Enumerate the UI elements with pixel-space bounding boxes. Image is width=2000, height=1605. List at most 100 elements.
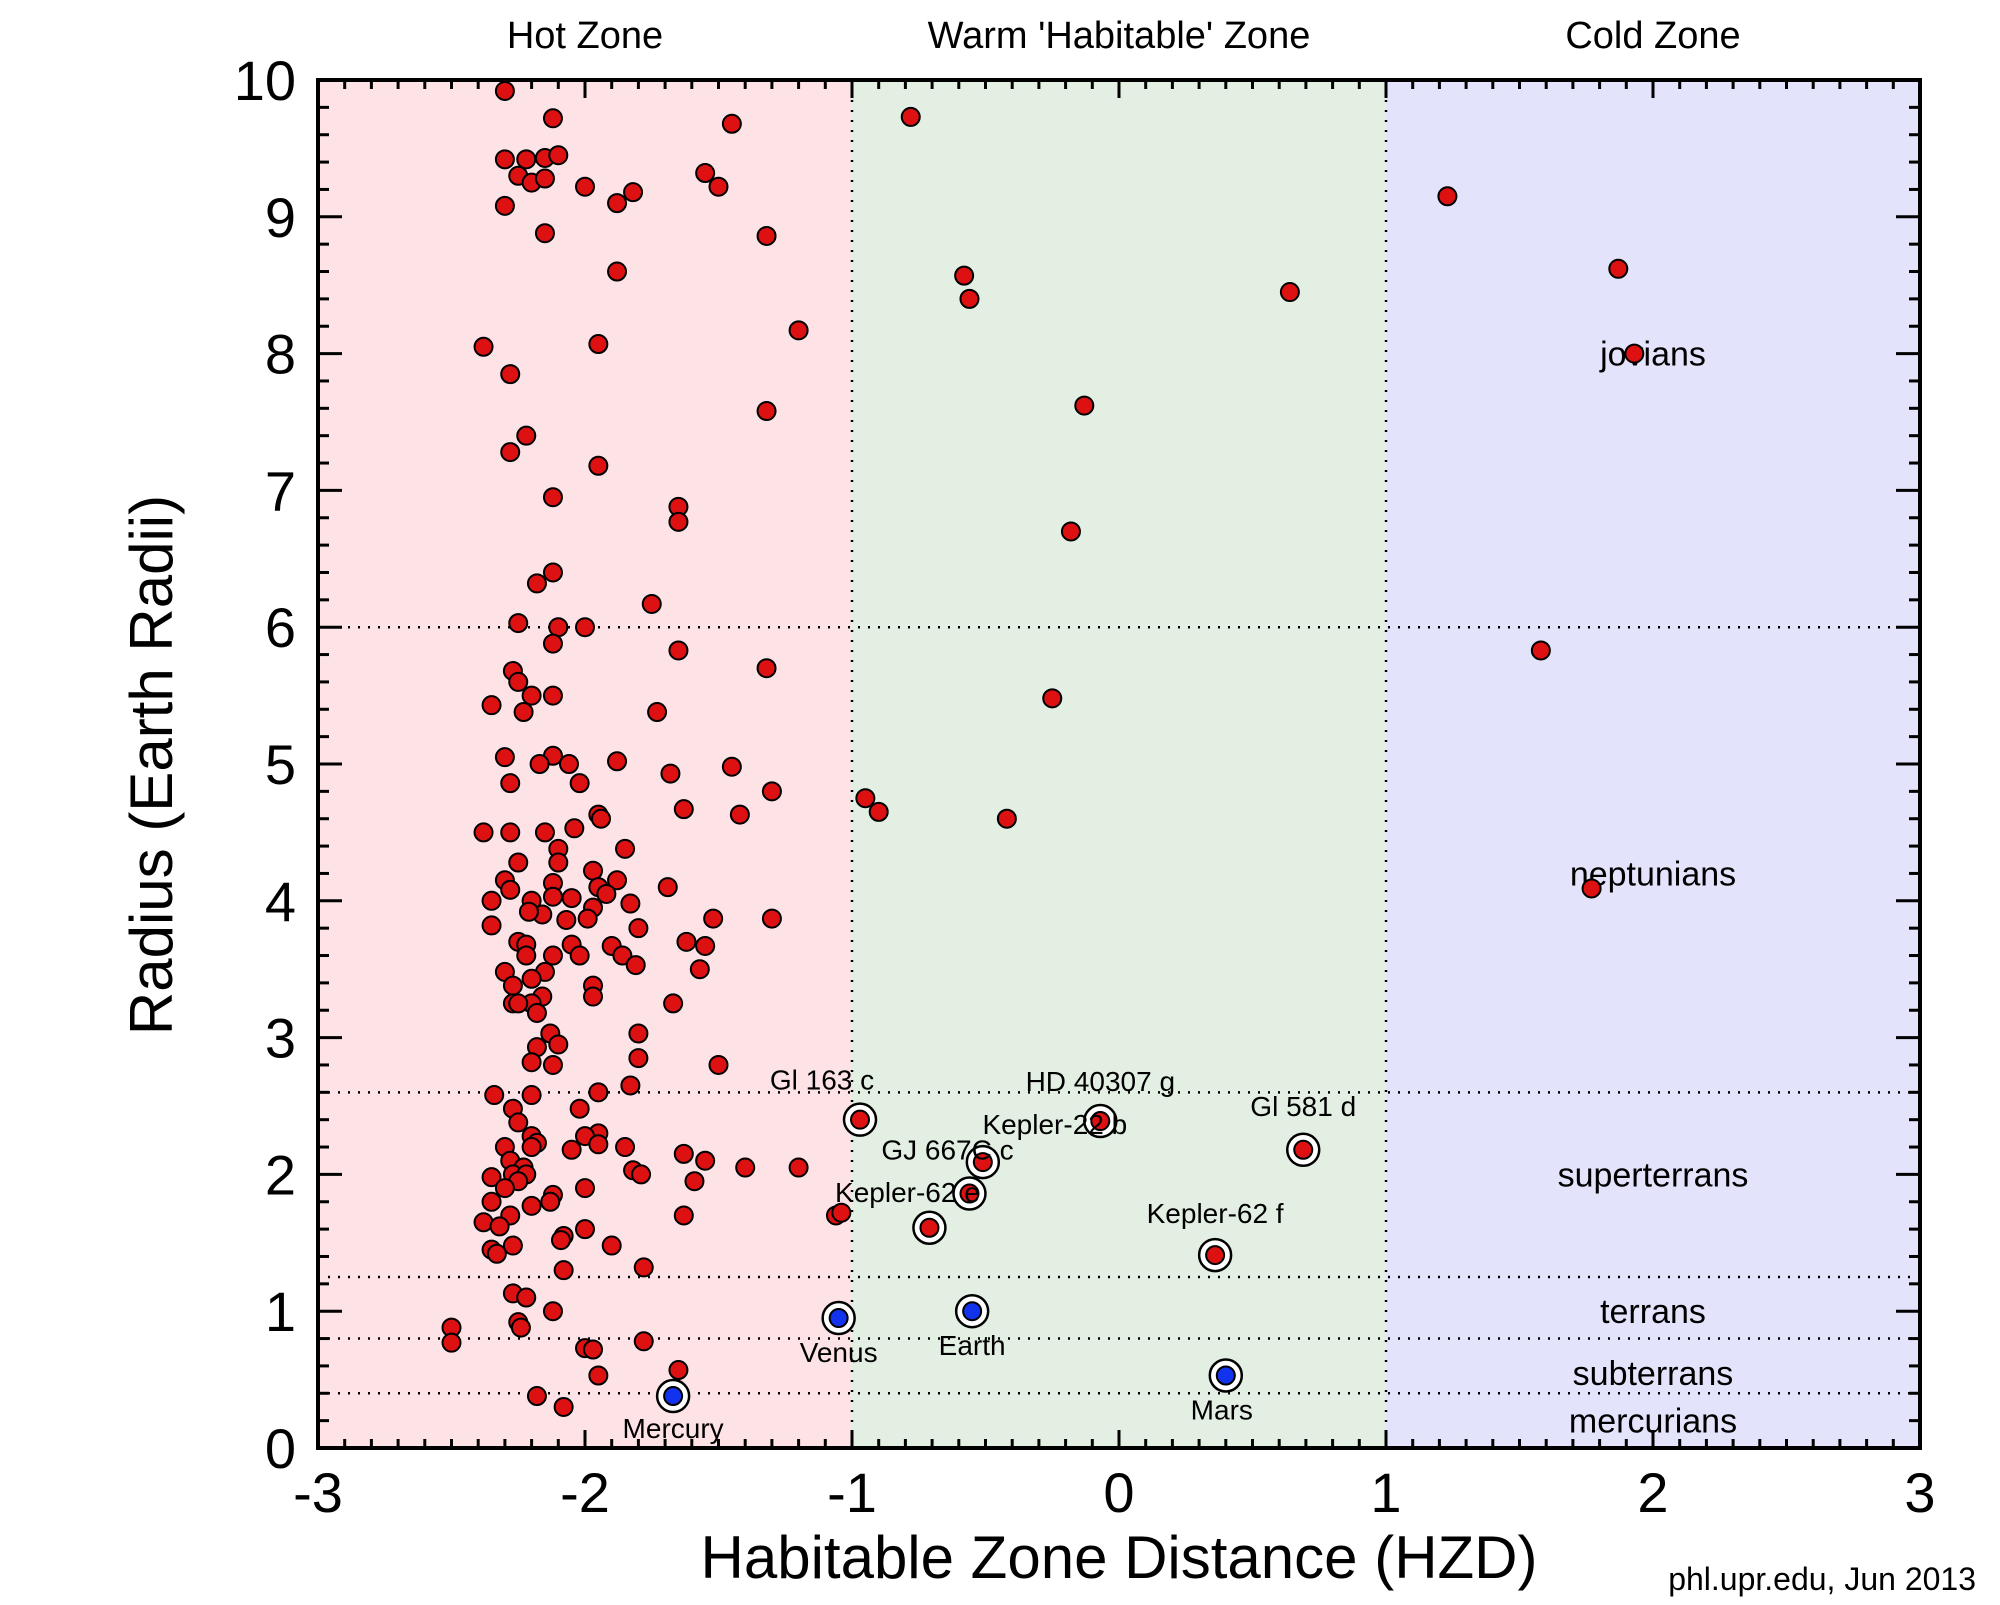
exoplanet-point bbox=[484, 1085, 505, 1106]
exoplanet-point bbox=[695, 163, 716, 184]
exoplanet-point bbox=[489, 1216, 510, 1237]
exoplanet-point bbox=[689, 959, 710, 980]
exoplanet-point bbox=[502, 1235, 523, 1256]
exoplanet-point bbox=[588, 455, 609, 476]
planet-annotation-label: Gl 581 d bbox=[1250, 1091, 1356, 1122]
exoplanet-point bbox=[577, 908, 598, 929]
exoplanet-point bbox=[668, 640, 689, 661]
solar-system-point bbox=[828, 1308, 849, 1329]
y-tick-label: 10 bbox=[234, 49, 296, 112]
y-tick-label: 1 bbox=[265, 1280, 296, 1343]
exoplanet-point bbox=[481, 915, 502, 936]
exoplanet-point bbox=[500, 442, 521, 463]
exoplanet-point bbox=[500, 773, 521, 794]
exoplanet-point bbox=[561, 1139, 582, 1160]
y-tick-label: 5 bbox=[265, 733, 296, 796]
exoplanet-point bbox=[588, 1134, 609, 1155]
zone-backgrounds bbox=[318, 80, 1920, 1448]
class-boundary-lines bbox=[318, 80, 1920, 1448]
exoplanet-point bbox=[788, 320, 809, 341]
exoplanet-point bbox=[542, 685, 563, 706]
zone-labels: Hot Zone Warm 'Habitable' Zone Cold Zone bbox=[507, 15, 1741, 57]
exoplanet-point bbox=[521, 1195, 542, 1216]
solar-system-point bbox=[663, 1386, 684, 1407]
exoplanet-point bbox=[996, 808, 1017, 829]
exoplanet-point bbox=[601, 1235, 622, 1256]
exoplanet-point bbox=[548, 852, 569, 873]
exoplanet-point bbox=[1060, 521, 1081, 542]
exoplanet-point bbox=[660, 763, 681, 784]
zone-background bbox=[1386, 80, 1920, 1448]
exoplanet-point bbox=[534, 822, 555, 843]
exoplanet-point bbox=[588, 1365, 609, 1386]
exoplanet-point bbox=[919, 1217, 940, 1238]
exoplanet-point bbox=[583, 1339, 604, 1360]
exoplanet-point bbox=[735, 1157, 756, 1178]
exoplanet-point bbox=[612, 945, 633, 966]
exoplanet-point bbox=[588, 1082, 609, 1103]
exoplanet-point bbox=[526, 1386, 547, 1407]
exoplanet-point bbox=[526, 573, 547, 594]
x-tick-label: -1 bbox=[827, 1461, 877, 1524]
exoplanet-point bbox=[542, 945, 563, 966]
exoplanet-point bbox=[481, 890, 502, 911]
planet-annotation-label: Mars bbox=[1191, 1394, 1253, 1425]
exoplanet-point bbox=[564, 818, 585, 839]
y-tick-label: 7 bbox=[265, 459, 296, 522]
data-points bbox=[441, 80, 1645, 1417]
exoplanet-point bbox=[588, 334, 609, 355]
exoplanet-point bbox=[620, 893, 641, 914]
exoplanet-point bbox=[548, 145, 569, 166]
exoplanet-point bbox=[542, 886, 563, 907]
exoplanet-point bbox=[558, 754, 579, 774]
exoplanet-point bbox=[575, 1219, 595, 1240]
exoplanet-point bbox=[561, 888, 582, 909]
exoplanet-point bbox=[494, 1178, 515, 1199]
exoplanet-point bbox=[502, 975, 523, 996]
y-tick-label: 0 bbox=[265, 1417, 296, 1480]
exoplanet-point bbox=[494, 149, 515, 170]
exoplanet-point bbox=[831, 1202, 852, 1223]
size-class-label: subterrans bbox=[1573, 1355, 1734, 1393]
exoplanet-point bbox=[569, 945, 590, 966]
y-tick-label: 9 bbox=[265, 186, 296, 249]
exoplanet-point bbox=[761, 908, 782, 929]
exoplanet-point bbox=[529, 754, 550, 774]
exoplanet-point bbox=[868, 801, 889, 822]
exoplanet-point bbox=[625, 955, 646, 976]
exoplanet-point bbox=[855, 788, 876, 809]
exoplanet-point bbox=[708, 176, 729, 197]
planet-annotation-label: Kepler-22 b bbox=[982, 1109, 1127, 1140]
exoplanet-point bbox=[508, 852, 529, 873]
exoplanet-point bbox=[900, 106, 921, 127]
exoplanet-point bbox=[668, 1360, 689, 1381]
exoplanet-point bbox=[695, 935, 716, 956]
exoplanet-point bbox=[596, 883, 617, 904]
planet-annotation-label: GJ 667C c bbox=[881, 1135, 1013, 1166]
exoplanet-point bbox=[721, 756, 742, 777]
exoplanet-point bbox=[500, 879, 521, 900]
exoplanet-point bbox=[972, 1152, 993, 1173]
exoplanet-point bbox=[708, 1054, 729, 1075]
size-class-label: mercurians bbox=[1569, 1403, 1737, 1441]
size-class-labels: joviansneptunianssuperterransterranssubt… bbox=[1558, 336, 1749, 1441]
exoplanet-point bbox=[556, 909, 577, 930]
exoplanet-point bbox=[583, 860, 604, 881]
exoplanet-point bbox=[663, 993, 684, 1014]
exoplanet-point bbox=[729, 804, 750, 825]
exoplanet-point bbox=[575, 1178, 595, 1199]
exoplanet-point bbox=[607, 870, 628, 891]
exoplanet-point bbox=[513, 702, 534, 723]
solar-system-point bbox=[1215, 1365, 1236, 1386]
exoplanet-point bbox=[668, 511, 689, 532]
exoplanet-point bbox=[959, 288, 980, 309]
solar-system-point bbox=[962, 1301, 983, 1322]
exoplanet-point bbox=[518, 901, 539, 922]
size-class-label: jovians bbox=[1599, 336, 1706, 374]
zone-label: Hot Zone bbox=[507, 15, 663, 57]
x-tick-label: 1 bbox=[1370, 1461, 1401, 1524]
axis-tick-labels: -3 -2 -1 0 1 2 3 0 1 2 3 4 5 6 7 8 9 10 bbox=[234, 49, 1936, 1524]
exoplanet-point bbox=[553, 1260, 574, 1281]
exoplanet-point bbox=[441, 1332, 462, 1353]
